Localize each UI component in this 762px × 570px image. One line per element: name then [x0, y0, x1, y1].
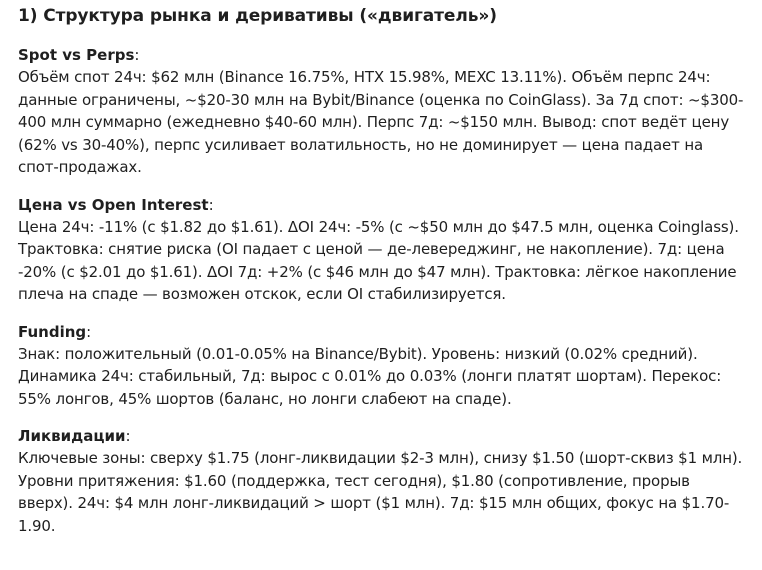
- section-title-label: Spot vs Perps: [18, 46, 135, 64]
- title-colon: :: [86, 322, 92, 341]
- title-colon: :: [134, 46, 140, 64]
- section-title-label: Цена vs Open Interest: [18, 195, 209, 214]
- section-title-label: Ликвидации: [18, 427, 126, 445]
- section-heading: 1) Структура рынка и деривативы («двигат…: [18, 6, 497, 26]
- section-spot-vs-perps: Spot vs Perps: Объём спот 24ч: $62 млн (…: [18, 44, 748, 179]
- section-price-vs-oi: Цена vs Open Interest: Цена 24ч: -11% (с…: [18, 194, 748, 306]
- section-title: Цена vs Open Interest:: [18, 194, 748, 216]
- title-colon: :: [208, 195, 214, 214]
- section-title: Funding:: [18, 321, 748, 343]
- section-body: Ключевые зоны: сверху $1.75 (лонг-ликвид…: [18, 449, 743, 535]
- section-liquidations: Ликвидации: Ключевые зоны: сверху $1.75 …: [18, 425, 748, 537]
- section-title: Spot vs Perps:: [18, 44, 748, 66]
- section-title: Ликвидации:: [18, 425, 748, 447]
- section-body: Цена 24ч: -11% (с $1.82 до $1.61). ΔOI 2…: [18, 217, 739, 304]
- section-body: Знак: положительный (0.01-0.05% на Binan…: [18, 344, 722, 408]
- title-colon: :: [125, 427, 131, 445]
- section-title-label: Funding: [18, 322, 87, 341]
- section-funding: Funding: Знак: положительный (0.01-0.05%…: [18, 321, 748, 411]
- section-body: Объём спот 24ч: $62 млн (Binance 16.75%,…: [18, 68, 744, 176]
